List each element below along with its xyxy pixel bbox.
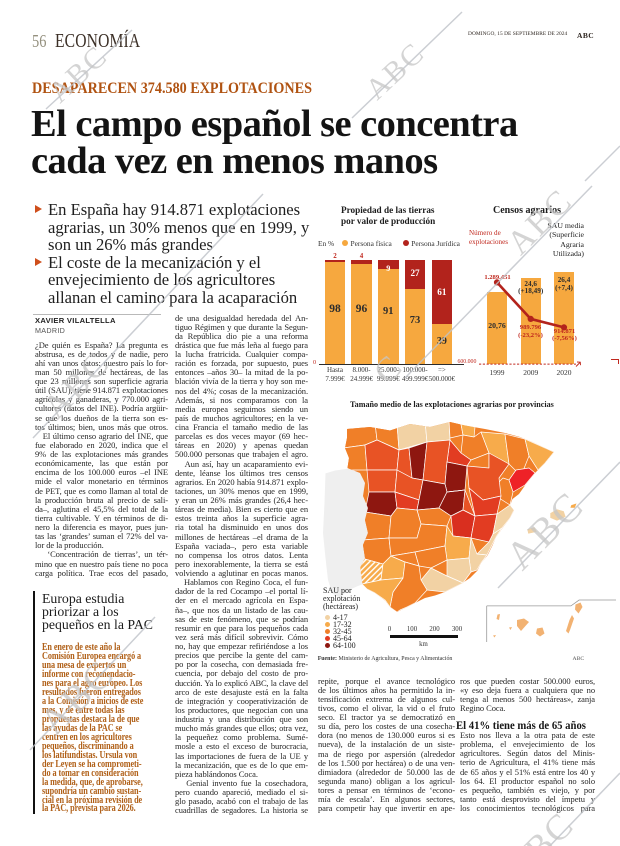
svg-text:ABC: ABC — [36, 344, 117, 426]
svg-text:ABC: ABC — [500, 182, 580, 262]
svg-text:ABC: ABC — [42, 39, 114, 109]
svg-text:ABC: ABC — [359, 36, 431, 106]
svg-text:ABC: ABC — [497, 804, 582, 846]
svg-text:ABC: ABC — [497, 482, 593, 578]
svg-text:C: C — [367, 349, 409, 391]
